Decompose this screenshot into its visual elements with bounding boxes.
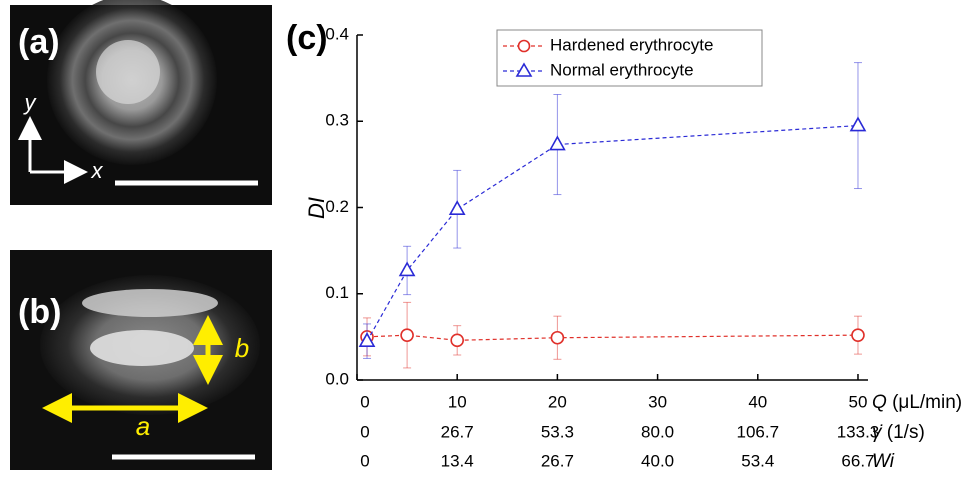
panel-label: (a) bbox=[18, 23, 60, 61]
y-tick-label: 0.3 bbox=[325, 111, 349, 130]
x-tick-label: 40 bbox=[748, 392, 767, 411]
data-point bbox=[358, 332, 376, 347]
y-tick-label: 0.2 bbox=[325, 197, 349, 216]
axis-label: Wi bbox=[872, 451, 895, 472]
x-tick-label: 50 bbox=[849, 392, 868, 411]
axis-unit: (μL/min) bbox=[892, 392, 962, 413]
cell-core bbox=[90, 330, 194, 366]
y-tick-label: 0.0 bbox=[325, 369, 349, 388]
dimension-label: a bbox=[136, 411, 150, 441]
chart: (c) DI bbox=[286, 19, 329, 219]
secondary-tick-label: 53.3 bbox=[541, 422, 574, 441]
data-point bbox=[398, 261, 416, 277]
secondary-tick-label: 0 bbox=[360, 422, 369, 441]
x-tick-label: 30 bbox=[648, 392, 667, 411]
y-tick-label: 0.4 bbox=[325, 24, 349, 43]
secondary-tick-label: 80.0 bbox=[641, 422, 674, 441]
data-point bbox=[550, 330, 565, 345]
legend-label: Normal erythrocyte bbox=[550, 60, 694, 79]
axis-label: γ̇ (1/s) bbox=[872, 422, 925, 443]
secondary-tick-label: 133.3 bbox=[837, 422, 880, 441]
x-tick-label: 20 bbox=[548, 392, 567, 411]
y-tick-label: 0.1 bbox=[325, 283, 349, 302]
dimension-label: b bbox=[235, 333, 249, 363]
series-line bbox=[366, 124, 859, 342]
axis-label: x bbox=[91, 158, 104, 183]
secondary-tick-label: 106.7 bbox=[737, 422, 780, 441]
panel-label: (c) bbox=[286, 19, 328, 57]
secondary-tick-label: 26.7 bbox=[441, 422, 474, 441]
x-tick-label: 0 bbox=[360, 392, 369, 411]
cell-edge bbox=[82, 289, 218, 317]
x-tick-label: 10 bbox=[448, 392, 467, 411]
secondary-tick-label: 26.7 bbox=[541, 451, 574, 470]
secondary-tick-label: 40.0 bbox=[641, 451, 674, 470]
legend-label: Hardened erythrocyte bbox=[550, 35, 713, 54]
legend-box bbox=[496, 29, 763, 87]
data-point bbox=[549, 135, 566, 151]
axis-unit: (1/s) bbox=[887, 422, 925, 443]
axis-label: y bbox=[23, 90, 38, 115]
axis-symbol: γ̇ bbox=[872, 422, 883, 443]
cell-core bbox=[96, 40, 160, 104]
legend-marker bbox=[515, 62, 533, 77]
data-point bbox=[851, 328, 865, 342]
data-point bbox=[400, 328, 414, 342]
secondary-tick-label: 0 bbox=[360, 451, 369, 470]
secondary-tick-label: 53.4 bbox=[741, 451, 774, 470]
axis-label: Q (μL/min) bbox=[872, 392, 962, 413]
secondary-tick-label: 13.4 bbox=[441, 451, 474, 470]
data-point bbox=[450, 333, 464, 348]
axis-symbol: Wi bbox=[872, 451, 895, 472]
y-axis-label: DI bbox=[304, 197, 329, 219]
panel-label: (b) bbox=[18, 293, 61, 331]
data-point bbox=[448, 200, 466, 216]
series-line bbox=[366, 334, 858, 341]
axis-symbol: Q bbox=[872, 392, 887, 413]
secondary-tick-label: 66.7 bbox=[841, 451, 874, 470]
legend-marker bbox=[517, 39, 531, 53]
data-point bbox=[849, 116, 867, 132]
